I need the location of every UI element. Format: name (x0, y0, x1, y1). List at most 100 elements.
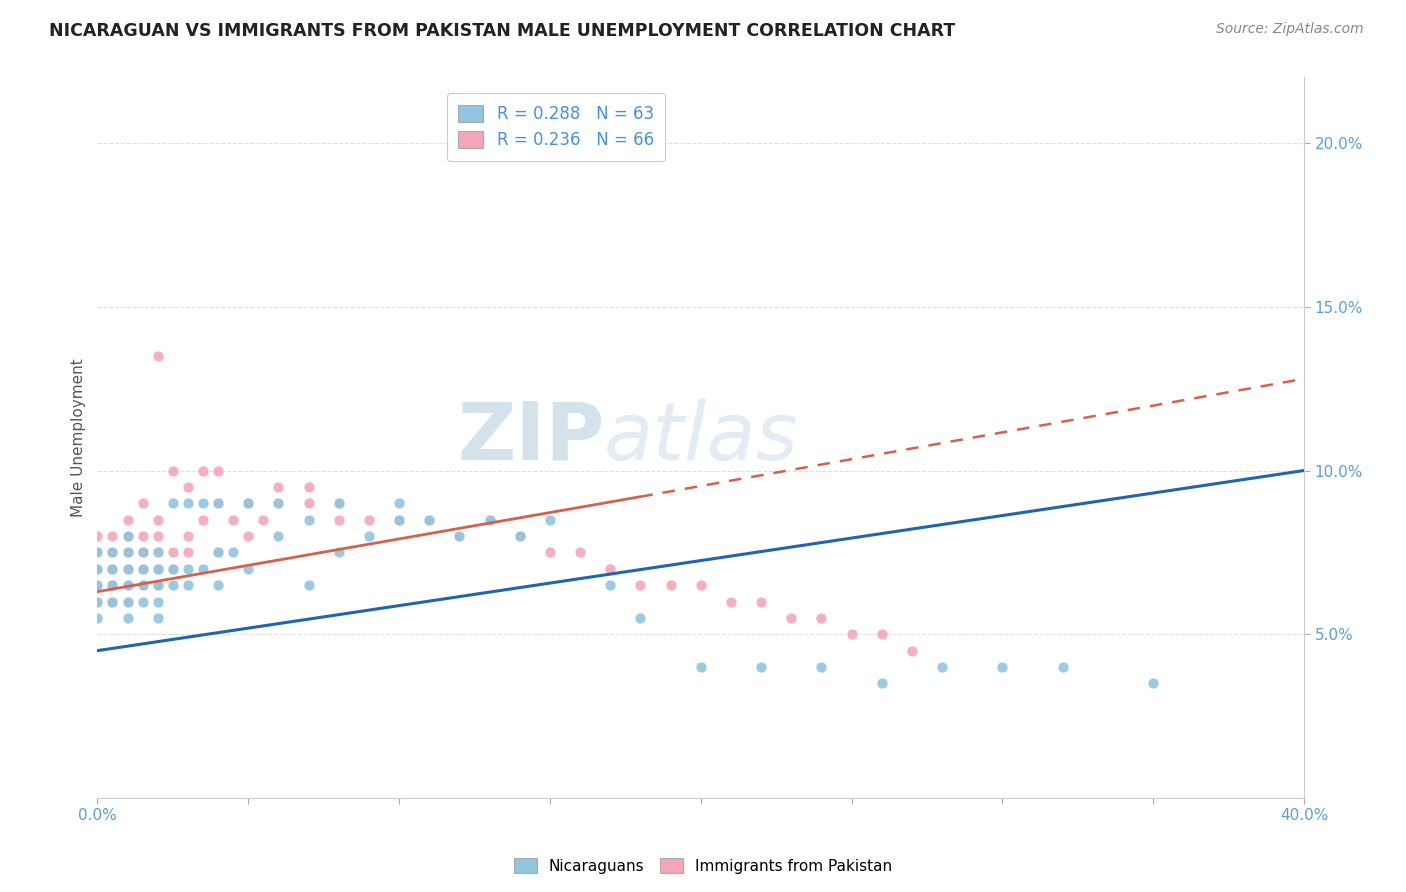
Point (146, 611, 169, 625)
Point (780, 611, 803, 625)
Point (207, 578, 229, 592)
Point (538, 545, 561, 559)
Point (131, 496, 153, 510)
Point (689, 578, 711, 592)
Point (162, 578, 184, 592)
Point (689, 660, 711, 674)
Point (297, 513, 319, 527)
Point (86, 578, 108, 592)
Point (117, 529, 139, 543)
Point (418, 513, 440, 527)
Point (117, 529, 139, 543)
Point (478, 513, 501, 527)
Point (991, 660, 1014, 674)
Point (207, 496, 229, 510)
Text: atlas: atlas (605, 399, 799, 476)
Text: ZIP: ZIP (457, 399, 605, 476)
Point (86, 545, 108, 559)
Point (449, 529, 471, 543)
Point (117, 578, 139, 592)
Point (238, 562, 260, 576)
Point (720, 594, 742, 608)
Point (328, 496, 350, 510)
Y-axis label: Male Unemployment: Male Unemployment (72, 359, 86, 517)
Point (191, 463, 214, 477)
Point (297, 480, 319, 494)
Point (599, 578, 621, 592)
Point (1052, 660, 1074, 674)
Point (328, 496, 350, 510)
Point (207, 545, 229, 559)
Point (86, 594, 108, 608)
Point (191, 513, 214, 527)
Point (418, 513, 440, 527)
Point (101, 578, 124, 592)
Point (1142, 676, 1164, 690)
Point (267, 496, 290, 510)
Point (131, 545, 153, 559)
Point (509, 529, 531, 543)
Point (238, 496, 260, 510)
Point (238, 496, 260, 510)
Point (538, 513, 561, 527)
Point (238, 529, 260, 543)
Legend: Nicaraguans, Immigrants from Pakistan: Nicaraguans, Immigrants from Pakistan (508, 852, 898, 880)
Text: Source: ZipAtlas.com: Source: ZipAtlas.com (1216, 22, 1364, 37)
Point (146, 562, 169, 576)
Point (177, 578, 200, 592)
Point (749, 594, 772, 608)
Point (177, 496, 200, 510)
Point (328, 545, 350, 559)
Point (931, 660, 953, 674)
Point (146, 562, 169, 576)
Point (162, 463, 184, 477)
Point (117, 513, 139, 527)
Point (131, 545, 153, 559)
Point (810, 611, 832, 625)
Point (86, 529, 108, 543)
Point (86, 562, 108, 576)
Point (599, 562, 621, 576)
Point (297, 578, 319, 592)
Point (146, 349, 169, 363)
Point (146, 578, 169, 592)
Point (177, 480, 200, 494)
Point (177, 562, 200, 576)
Point (901, 643, 924, 657)
Point (101, 545, 124, 559)
Point (86, 611, 108, 625)
Point (162, 545, 184, 559)
Point (478, 513, 501, 527)
Point (117, 578, 139, 592)
Point (131, 562, 153, 576)
Point (252, 513, 274, 527)
Text: NICARAGUAN VS IMMIGRANTS FROM PAKISTAN MALE UNEMPLOYMENT CORRELATION CHART: NICARAGUAN VS IMMIGRANTS FROM PAKISTAN M… (49, 22, 956, 40)
Point (162, 562, 184, 576)
Point (191, 562, 214, 576)
Point (297, 496, 319, 510)
Point (569, 545, 592, 559)
Point (388, 513, 411, 527)
Point (162, 562, 184, 576)
Point (101, 562, 124, 576)
Point (870, 627, 893, 641)
Point (222, 513, 245, 527)
Point (86, 578, 108, 592)
Legend: R = 0.288   N = 63, R = 0.236   N = 66: R = 0.288 N = 63, R = 0.236 N = 66 (447, 93, 665, 161)
Point (101, 594, 124, 608)
Point (86, 562, 108, 576)
Point (509, 529, 531, 543)
Point (131, 578, 153, 592)
Point (357, 513, 380, 527)
Point (191, 496, 214, 510)
Point (357, 529, 380, 543)
Point (207, 496, 229, 510)
Point (628, 578, 651, 592)
Point (131, 562, 153, 576)
Point (86, 594, 108, 608)
Point (146, 545, 169, 559)
Point (117, 594, 139, 608)
Point (449, 529, 471, 543)
Point (810, 660, 832, 674)
Point (117, 545, 139, 559)
